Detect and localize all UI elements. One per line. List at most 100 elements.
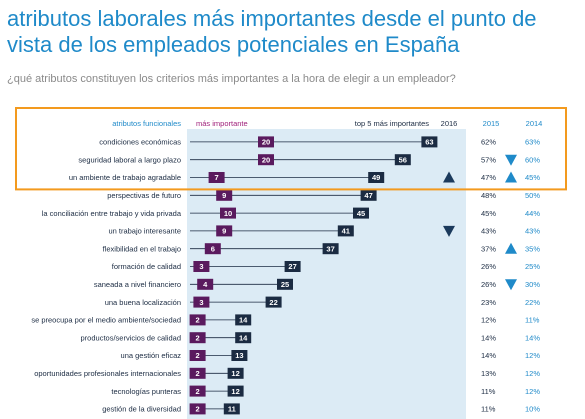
- row-category-label: oportunidades profesionales internaciona…: [34, 369, 181, 378]
- row-category-label: una buena localización: [105, 298, 181, 307]
- value-2014: 50%: [525, 191, 540, 200]
- value-2014: 12%: [525, 387, 540, 396]
- row-category-label: la conciliación entre trabajo y vida pri…: [42, 209, 182, 218]
- top5-value-label: 12: [231, 387, 239, 396]
- most-important-box: [189, 367, 206, 379]
- header-top5: top 5 más importantes: [355, 119, 429, 128]
- page-subtitle: ¿qué atributos constituyen los criterios…: [7, 73, 456, 85]
- top5-value-box: [277, 278, 293, 290]
- row-category-label: un trabajo interesante: [108, 227, 181, 236]
- value-2015: 43%: [481, 227, 496, 236]
- row-category-label: tecnologías punteras: [111, 387, 181, 396]
- top5-value-box: [322, 243, 339, 255]
- top5-value-label: 13: [235, 351, 243, 360]
- most-important-label: 3: [199, 262, 203, 271]
- value-2015: 47%: [481, 173, 496, 182]
- top5-value-label: 25: [281, 280, 289, 289]
- value-2015: 57%: [481, 155, 496, 164]
- top5-value-label: 45: [357, 209, 365, 218]
- most-important-box: [189, 403, 206, 415]
- trend-down-icon: [505, 279, 517, 291]
- most-important-label: 9: [222, 227, 226, 236]
- value-2014: 10%: [525, 405, 540, 414]
- value-2015: 45%: [481, 209, 496, 218]
- top5-value-label: 49: [372, 173, 380, 182]
- top5-value-box: [360, 189, 377, 201]
- top5-value-box: [231, 350, 248, 361]
- top5-value-box: [223, 403, 240, 415]
- header-2015: 2015: [483, 119, 500, 128]
- trend-down-icon: [443, 225, 455, 237]
- most-important-box: [189, 385, 206, 397]
- value-2014: 22%: [525, 298, 540, 307]
- value-2014: 63%: [525, 138, 540, 147]
- value-2015: 13%: [481, 369, 496, 378]
- top5-value-label: 56: [399, 155, 407, 164]
- row-category-label: una gestión eficaz: [121, 351, 182, 360]
- most-important-label: 20: [262, 138, 270, 147]
- most-important-box: [197, 278, 214, 290]
- top5-value-box: [421, 136, 438, 148]
- most-important-label: 7: [215, 173, 219, 182]
- header-2014: 2014: [526, 119, 543, 128]
- top5-value-box: [227, 385, 244, 397]
- most-important-label: 20: [262, 155, 270, 164]
- row-category-label: un ambiente de trabajo agradable: [69, 173, 181, 182]
- value-2015: 11%: [481, 387, 496, 396]
- top5-value-box: [227, 367, 244, 379]
- top5-value-label: 37: [326, 244, 334, 253]
- most-important-box: [216, 225, 233, 237]
- most-important-label: 6: [211, 244, 215, 253]
- value-2015: 37%: [481, 244, 496, 253]
- most-important-label: 3: [199, 298, 203, 307]
- value-2014: 14%: [525, 333, 540, 342]
- trend-up-icon: [505, 171, 517, 183]
- most-important-box: [193, 261, 210, 272]
- trend-up-icon: [505, 242, 517, 254]
- most-important-label: 2: [196, 387, 200, 396]
- most-important-label: 9: [222, 191, 226, 200]
- value-2015: 14%: [481, 351, 496, 360]
- row-category-label: perspectivas de futuro: [107, 191, 181, 200]
- header-most-important: más importante: [196, 119, 248, 128]
- top5-value-label: 14: [239, 316, 248, 325]
- value-2014: 44%: [525, 209, 540, 218]
- top5-value-label: 12: [231, 369, 239, 378]
- row-category-label: productos/servicios de calidad: [81, 333, 181, 342]
- most-important-box: [216, 189, 233, 201]
- top5-value-label: 47: [364, 191, 372, 200]
- most-important-box: [258, 154, 274, 166]
- top5-value-label: 14: [239, 333, 248, 342]
- value-2015: 23%: [481, 298, 496, 307]
- value-2015: 62%: [481, 138, 496, 147]
- row-category-label: formación de calidad: [112, 262, 181, 271]
- value-2014: 30%: [525, 280, 540, 289]
- header-category: atributos funcionales: [112, 119, 181, 128]
- value-2015: 12%: [481, 316, 496, 325]
- value-2014: 12%: [525, 369, 540, 378]
- top5-value-box: [337, 225, 354, 237]
- top5-value-label: 22: [269, 298, 277, 307]
- most-important-box: [189, 314, 206, 326]
- value-2014: 35%: [525, 244, 540, 253]
- top5-value-label: 63: [425, 138, 433, 147]
- most-important-label: 10: [224, 209, 232, 218]
- value-2015: 26%: [481, 280, 496, 289]
- most-important-box: [189, 350, 206, 361]
- value-2015: 14%: [481, 333, 496, 342]
- row-category-label: seguridad laboral a largo plazo: [78, 155, 181, 164]
- value-2014: 12%: [525, 351, 540, 360]
- row-category-label: condiciones económicas: [99, 138, 181, 147]
- header-2016: 2016: [441, 119, 458, 128]
- top5-value-box: [394, 154, 411, 166]
- row-category-label: se preocupa por el medio ambiente/socied…: [31, 316, 181, 325]
- row-category-label: gestión de la diversidad: [102, 405, 181, 414]
- most-important-box: [193, 296, 210, 308]
- most-important-box: [220, 207, 236, 219]
- most-important-label: 2: [196, 369, 200, 378]
- top5-value-box: [284, 261, 301, 272]
- most-important-label: 2: [196, 351, 200, 360]
- trend-up-icon: [443, 171, 455, 183]
- value-2014: 43%: [525, 227, 540, 236]
